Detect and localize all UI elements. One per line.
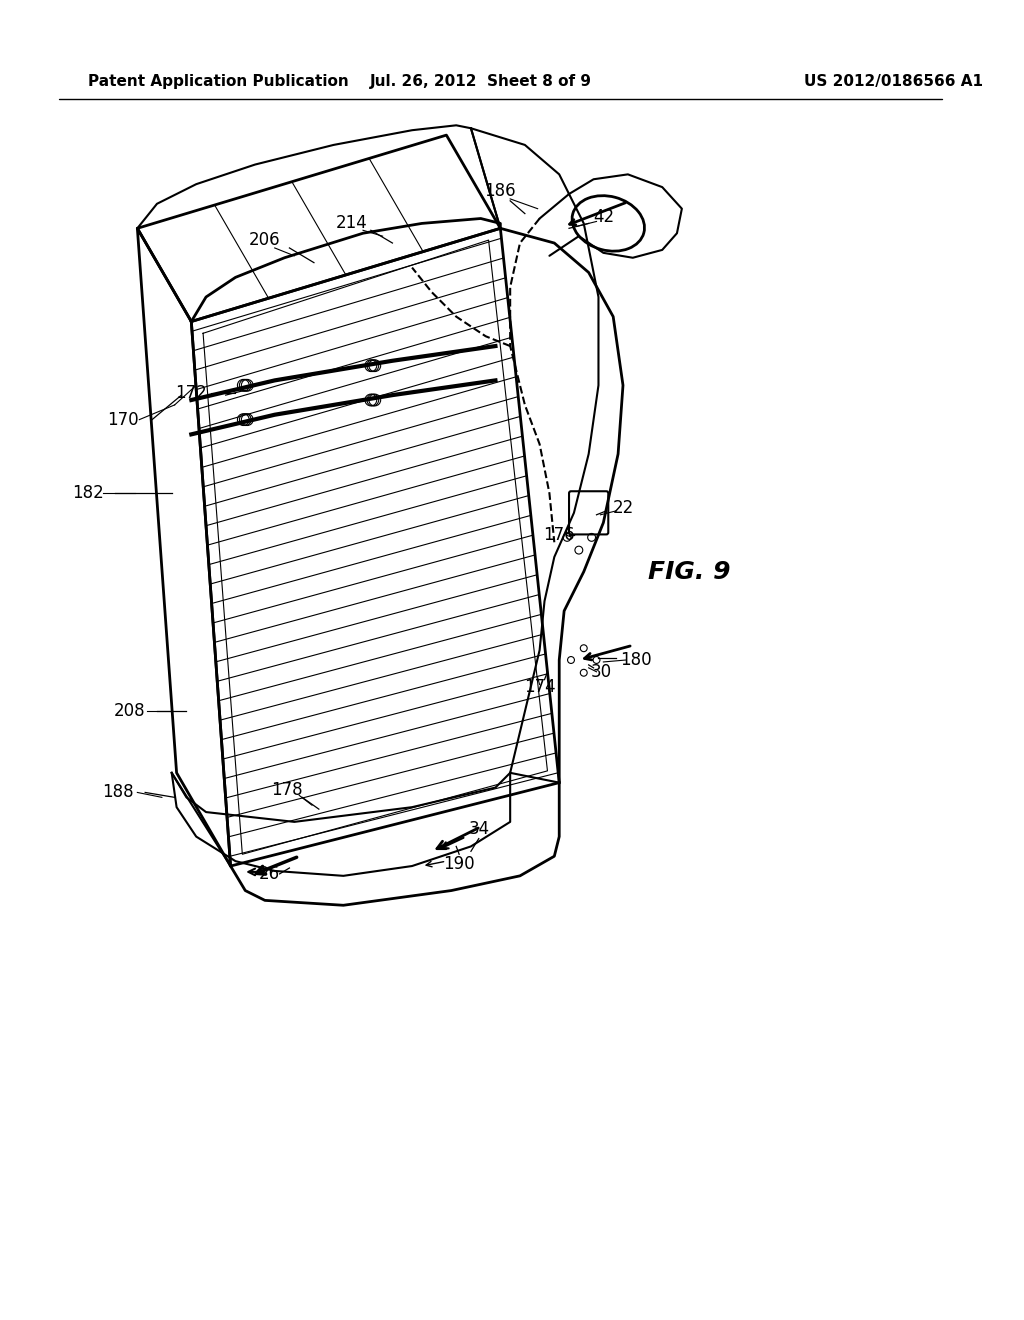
Text: 186: 186 <box>484 182 516 201</box>
Text: 178: 178 <box>270 780 302 799</box>
Text: 206: 206 <box>249 231 281 249</box>
Text: US 2012/0186566 A1: US 2012/0186566 A1 <box>805 74 983 88</box>
Text: 172: 172 <box>175 384 207 403</box>
Text: 190: 190 <box>443 855 475 873</box>
Text: 22: 22 <box>612 499 634 517</box>
Text: 214: 214 <box>335 214 368 232</box>
Text: 208: 208 <box>114 702 145 719</box>
Text: Jul. 26, 2012  Sheet 8 of 9: Jul. 26, 2012 Sheet 8 of 9 <box>370 74 592 88</box>
Text: 188: 188 <box>102 784 133 801</box>
Text: 30: 30 <box>591 663 612 681</box>
Text: 34: 34 <box>468 820 489 838</box>
Text: 174: 174 <box>524 678 555 697</box>
Text: Patent Application Publication: Patent Application Publication <box>88 74 349 88</box>
Text: 176: 176 <box>544 527 575 544</box>
Text: 180: 180 <box>620 651 651 669</box>
Text: 26: 26 <box>259 865 281 883</box>
Text: FIG. 9: FIG. 9 <box>647 560 730 583</box>
Text: 182: 182 <box>73 484 104 502</box>
Text: 170: 170 <box>106 411 138 429</box>
Text: 42: 42 <box>593 207 614 226</box>
